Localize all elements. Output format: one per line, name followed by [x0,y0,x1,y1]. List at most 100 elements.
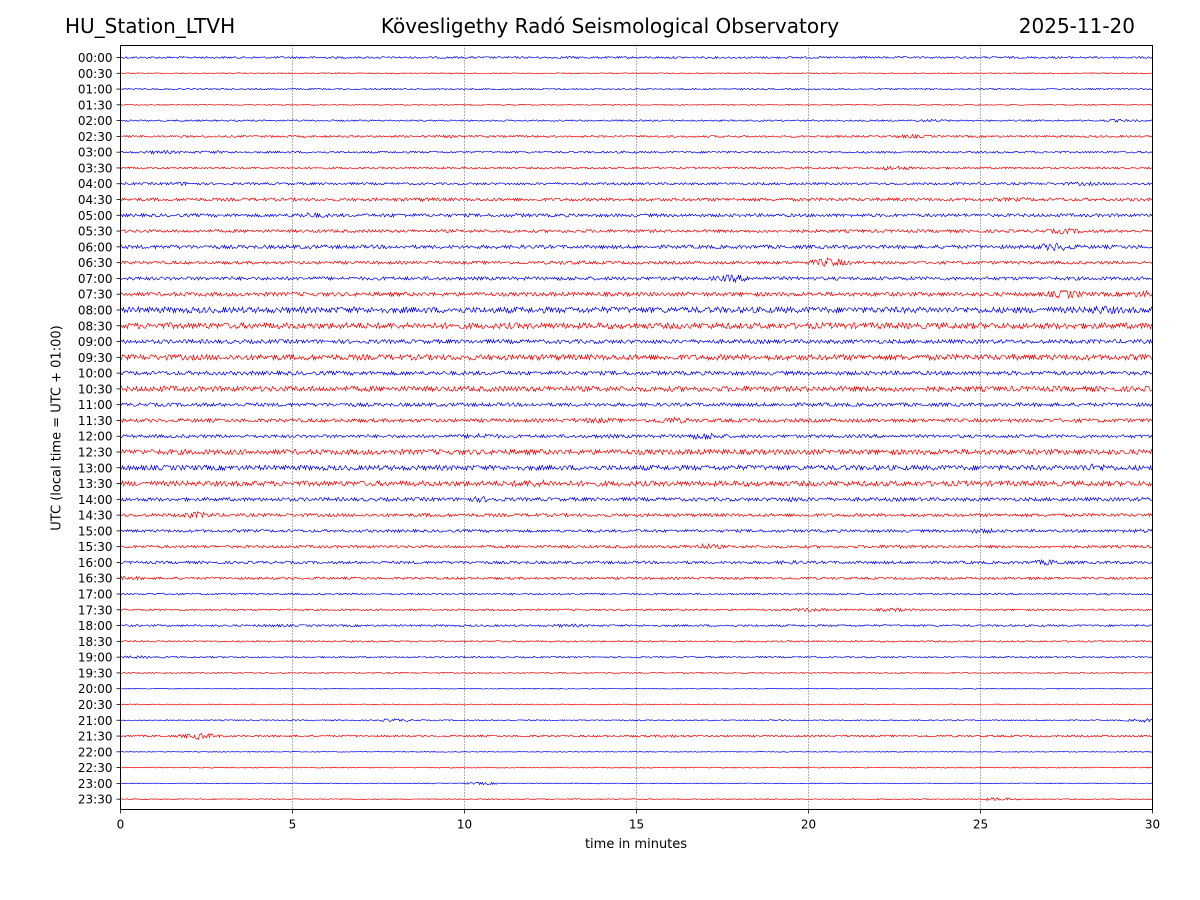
y-tick-label: 04:00 [78,177,113,191]
y-tick-label: 14:00 [78,493,113,507]
x-tick-label: 5 [289,818,297,832]
trace-line [120,196,1153,203]
chart-title: Kövesligethy Radó Seismological Observat… [380,14,840,38]
x-axis-label: time in minutes [584,837,688,852]
y-tick-label: 08:30 [78,319,113,333]
x-axis-ticks: 0 5 10 15 20 25 30 [117,809,1160,832]
y-tick-label: 13:00 [78,461,113,475]
trace-line [120,766,1153,769]
trace-line [120,732,1153,741]
y-tick-label: 00:00 [78,51,113,65]
y-tick-label: 21:00 [78,714,113,728]
trace-line [120,242,1153,252]
trace-line [120,797,1153,801]
x-tick-label: 10 [457,818,472,832]
y-tick-label: 16:00 [78,556,113,570]
y-tick-label: 17:00 [78,588,113,602]
trace-line [120,118,1153,123]
y-tick-label: 20:00 [78,682,113,696]
y-tick-label: 04:30 [78,193,113,207]
x-tick-label: 30 [1145,818,1160,832]
x-tick-label: 25 [973,818,988,832]
y-tick-label: 22:30 [78,761,113,775]
trace-line [120,558,1153,566]
trace-line [120,463,1153,472]
y-tick-label: 20:30 [78,698,113,712]
trace-line [120,149,1153,155]
trace-line [120,227,1153,235]
trace-line [120,448,1153,456]
trace-line [120,717,1153,723]
y-tick-label: 15:30 [78,540,113,554]
trace-line [120,607,1153,613]
trace-line [120,478,1153,489]
trace-line [120,353,1153,362]
y-tick-label: 02:30 [78,130,113,144]
y-tick-label: 07:30 [78,288,113,302]
seismic-traces [120,55,1153,801]
y-tick-label: 12:00 [78,430,113,444]
trace-line [120,103,1153,106]
y-tick-label: 03:30 [78,161,113,175]
trace-line [120,575,1153,582]
trace-line [120,623,1153,628]
trace-line [120,338,1153,345]
y-tick-label: 03:00 [78,146,113,160]
trace-line [120,416,1153,424]
x-tick-label: 20 [801,818,816,832]
trace-line [120,542,1153,550]
y-tick-label: 23:00 [78,777,113,791]
trace-line [120,165,1153,171]
y-tick-label: 17:30 [78,603,113,617]
y-tick-label: 07:00 [78,272,113,286]
y-tick-label: 12:30 [78,446,113,460]
trace-line [120,87,1153,91]
vertical-gridlines [292,45,981,810]
y-tick-label: 00:30 [78,67,113,81]
trace-line [120,274,1153,284]
trace-line [120,133,1153,140]
y-tick-label: 10:00 [78,367,113,381]
trace-line [120,180,1153,187]
trace-line [120,385,1153,393]
trace-line [120,401,1153,408]
trace-line [120,639,1153,643]
y-tick-label: 22:00 [78,745,113,759]
trace-line [120,321,1153,331]
y-tick-label: 08:00 [78,303,113,317]
y-tick-label: 16:30 [78,572,113,586]
trace-line [120,432,1153,441]
trace-line [120,703,1153,706]
y-tick-label: 06:00 [78,240,113,254]
y-tick-label: 09:00 [78,335,113,349]
trace-line [120,289,1153,300]
trace-line [120,527,1153,534]
trace-line [120,671,1153,675]
y-tick-label: 18:30 [78,635,113,649]
y-tick-label: 06:30 [78,256,113,270]
y-tick-label: 18:00 [78,619,113,633]
trace-line [120,781,1153,786]
y-tick-label: 14:30 [78,509,113,523]
trace-line [120,257,1153,267]
x-tick-label: 15 [629,818,644,832]
trace-line [120,72,1153,75]
y-tick-label: 05:30 [78,225,113,239]
trace-line [120,751,1153,753]
y-tick-label: 13:30 [78,477,113,491]
x-tick-label: 0 [117,818,125,832]
y-tick-label: 02:00 [78,114,113,128]
trace-line [120,687,1153,690]
y-tick-label: 05:00 [78,209,113,223]
trace-line [120,592,1153,596]
y-tick-label: 11:00 [78,398,113,412]
trace-line [120,369,1153,377]
y-tick-label: 10:30 [78,382,113,396]
station-name: HU_Station_LTVH [65,14,236,38]
y-tick-label: 01:00 [78,83,113,97]
trace-line [120,495,1153,503]
y-tick-label: 19:00 [78,651,113,665]
trace-line [120,55,1153,60]
